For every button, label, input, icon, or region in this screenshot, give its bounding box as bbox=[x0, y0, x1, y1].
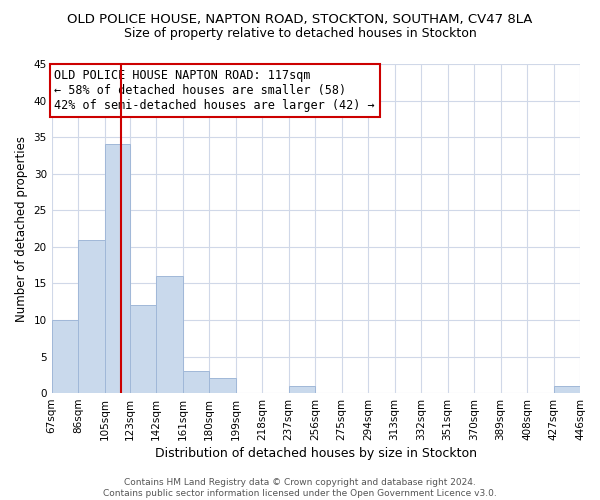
Text: Contains HM Land Registry data © Crown copyright and database right 2024.
Contai: Contains HM Land Registry data © Crown c… bbox=[103, 478, 497, 498]
Bar bbox=[183, 371, 209, 393]
Bar bbox=[104, 144, 130, 393]
Bar bbox=[554, 386, 580, 393]
X-axis label: Distribution of detached houses by size in Stockton: Distribution of detached houses by size … bbox=[155, 447, 477, 460]
Bar bbox=[52, 320, 78, 393]
Bar bbox=[209, 378, 236, 393]
Text: OLD POLICE HOUSE, NAPTON ROAD, STOCKTON, SOUTHAM, CV47 8LA: OLD POLICE HOUSE, NAPTON ROAD, STOCKTON,… bbox=[67, 12, 533, 26]
Text: Size of property relative to detached houses in Stockton: Size of property relative to detached ho… bbox=[124, 28, 476, 40]
Bar bbox=[156, 276, 183, 393]
Bar bbox=[78, 240, 104, 393]
Text: OLD POLICE HOUSE NAPTON ROAD: 117sqm
← 58% of detached houses are smaller (58)
4: OLD POLICE HOUSE NAPTON ROAD: 117sqm ← 5… bbox=[55, 69, 375, 112]
Y-axis label: Number of detached properties: Number of detached properties bbox=[15, 136, 28, 322]
Bar bbox=[130, 306, 156, 393]
Bar bbox=[289, 386, 315, 393]
